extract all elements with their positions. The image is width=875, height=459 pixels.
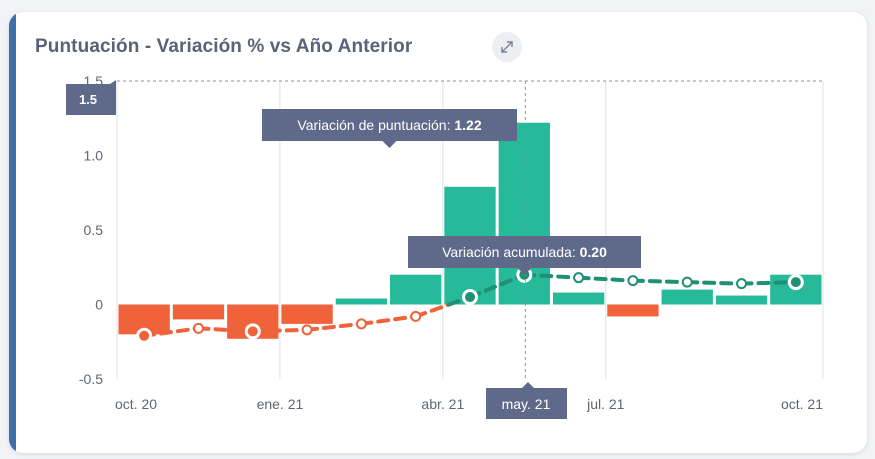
tooltip-text-0: Variación de puntuación: 1.22 xyxy=(297,117,481,133)
tooltip-bg-1 xyxy=(408,236,641,275)
crosshair-y-label-bg xyxy=(66,80,116,115)
bar-4 xyxy=(335,298,388,305)
axis-labels: 1.5 1.0 0.5 0 -0.5 oct. 20 ene. 21 abr. 21 jul. … xyxy=(79,73,823,412)
bar-1 xyxy=(172,304,225,320)
card-accent-bar xyxy=(9,12,16,453)
line-segment-9 xyxy=(630,278,690,285)
crosshair-y-label: 1.5 xyxy=(79,92,97,107)
y-tick-label-1: 1.0 xyxy=(84,148,104,164)
line-segment-7 xyxy=(522,272,581,280)
expand-button[interactable] xyxy=(492,32,522,62)
line-segment-8 xyxy=(576,275,635,283)
chart-title: Puntuación - Variación % vs Año Anterior xyxy=(35,36,413,57)
line-point-10 xyxy=(681,276,693,288)
y-tick-label-4: -0.5 xyxy=(79,371,103,387)
y-tick-label-2: 0.5 xyxy=(84,222,104,238)
x-tick-label-1: ene. 21 xyxy=(257,396,304,412)
x-tick-label-0: oct. 20 xyxy=(115,396,157,412)
crosshair-x-label-bg xyxy=(486,382,567,419)
x-tick-label-4: oct. 21 xyxy=(781,396,823,412)
line-point-6 xyxy=(462,289,478,306)
line-segment-5-a xyxy=(413,302,452,319)
line-point-9 xyxy=(627,275,639,287)
line-segment-0 xyxy=(142,326,201,338)
line-point-1 xyxy=(192,322,204,334)
tooltip-value-1: 0.20 xyxy=(580,244,607,260)
tooltip-0: Variación de puntuación: 1.22 xyxy=(262,109,517,148)
line-point-3 xyxy=(301,324,313,336)
line-segment-6 xyxy=(468,272,527,300)
line-segment-2 xyxy=(250,327,310,334)
bar-10 xyxy=(661,289,713,305)
line-segment-11 xyxy=(739,280,798,286)
expand-icon xyxy=(501,41,513,53)
bar-3 xyxy=(281,304,333,324)
line-segment-4 xyxy=(359,314,418,326)
chart-card: Puntuación - Variación % vs Año Anterior xyxy=(9,12,867,453)
tooltip-value-0: 1.22 xyxy=(454,117,481,133)
x-tick-label-2: abr. 21 xyxy=(421,396,464,412)
tooltip-text-1: Variación acumulada: 0.20 xyxy=(442,244,607,260)
line-segment-3 xyxy=(305,321,364,332)
x-tick-label-3: jul. 21 xyxy=(586,396,625,412)
tooltip-label-0: Variación de puntuación: xyxy=(297,117,454,133)
line-point-4 xyxy=(355,318,367,330)
tooltip-label-1: Variación acumulada: xyxy=(442,244,579,260)
line-point-8 xyxy=(573,272,585,284)
line-point-11 xyxy=(736,278,748,290)
bar-8 xyxy=(552,292,605,305)
crosshair-x-label: may. 21 xyxy=(502,396,551,412)
line-segment-1 xyxy=(196,326,255,334)
bar-5 xyxy=(390,274,442,305)
tooltip-bg-0 xyxy=(262,109,517,148)
bar-series xyxy=(118,122,822,339)
line-series xyxy=(136,266,804,344)
line-point-2 xyxy=(244,323,261,340)
line-point-12 xyxy=(787,274,804,291)
tooltip-1: Variación acumulada: 0.20 xyxy=(408,236,641,275)
line-point-5 xyxy=(410,310,422,322)
bar-11 xyxy=(715,295,768,305)
line-point-0 xyxy=(136,327,153,344)
bar-9 xyxy=(607,304,659,317)
line-segment-10 xyxy=(685,280,744,286)
y-tick-label-3: 0 xyxy=(95,297,103,313)
